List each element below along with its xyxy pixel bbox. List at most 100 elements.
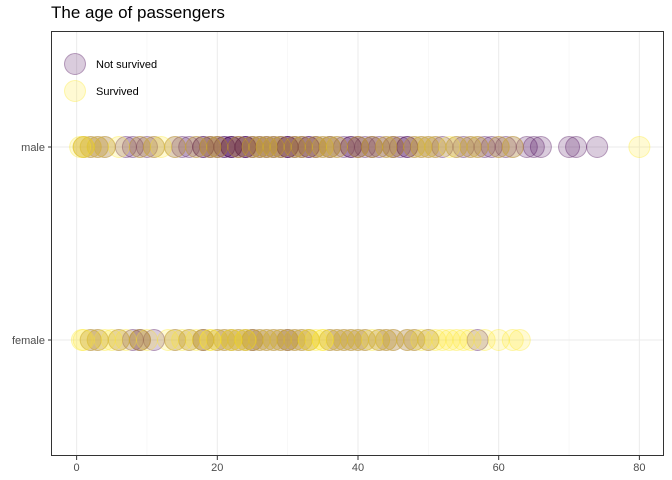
data-point-survived xyxy=(220,329,243,351)
data-point-not-survived xyxy=(227,329,250,351)
data-point-survived xyxy=(79,136,102,158)
data-point-not-survived xyxy=(290,136,313,158)
data-point-not-survived xyxy=(325,329,348,351)
data-point-not-survived xyxy=(241,329,264,351)
data-point-not-survived xyxy=(143,136,165,158)
data-point-not-survived xyxy=(199,136,222,158)
data-point-survived xyxy=(206,329,229,351)
data-point-survived xyxy=(473,329,496,351)
data-point-survived xyxy=(445,136,468,158)
data-point-survived xyxy=(276,329,299,351)
data-point-not-survived xyxy=(565,136,588,158)
data-point-not-survived xyxy=(459,136,482,158)
data-point-not-survived xyxy=(135,136,158,158)
data-point-not-survived xyxy=(269,329,292,351)
data-point-not-survived xyxy=(262,136,285,158)
data-point-survived xyxy=(347,136,369,158)
data-point-not-survived xyxy=(121,136,144,158)
data-point-not-survived xyxy=(452,136,475,158)
data-point-not-survived xyxy=(262,136,285,158)
data-point-not-survived xyxy=(114,136,137,158)
data-point-not-survived xyxy=(213,136,236,158)
data-point-survived xyxy=(347,329,369,351)
data-point-survived xyxy=(438,329,461,351)
data-point-not-survived xyxy=(375,329,398,351)
data-point-survived xyxy=(72,136,95,158)
data-point-not-survived xyxy=(164,136,187,158)
data-point-survived xyxy=(206,136,229,158)
data-point-not-survived xyxy=(403,136,426,158)
data-point-survived xyxy=(262,136,285,158)
data-point-survived xyxy=(382,136,405,158)
data-point-survived xyxy=(452,329,475,351)
data-point-not-survived xyxy=(206,136,229,158)
data-point-not-survived xyxy=(192,136,215,158)
data-point-not-survived xyxy=(318,136,341,158)
data-point-not-survived xyxy=(332,136,355,158)
data-point-not-survived xyxy=(494,136,517,158)
data-point-survived xyxy=(459,329,482,351)
data-point-not-survived xyxy=(213,136,236,158)
data-point-survived xyxy=(199,329,222,351)
data-point-not-survived xyxy=(269,136,292,158)
data-point-not-survived xyxy=(361,136,384,158)
data-point-survived xyxy=(361,329,384,351)
data-point-survived xyxy=(72,136,95,158)
data-point-not-survived xyxy=(558,136,581,158)
data-point-not-survived xyxy=(515,136,538,158)
data-point-not-survived xyxy=(192,136,215,158)
data-point-survived xyxy=(318,329,341,351)
data-point-survived xyxy=(192,329,215,351)
data-point-survived xyxy=(199,329,222,351)
data-point-survived xyxy=(171,329,194,351)
data-point-not-survived xyxy=(283,136,306,158)
data-point-not-survived xyxy=(396,329,419,351)
data-point-survived xyxy=(234,329,257,351)
data-point-survived xyxy=(107,136,130,158)
data-point-not-survived xyxy=(417,136,440,158)
data-point-not-survived xyxy=(354,329,377,351)
data-point-survived xyxy=(487,136,510,158)
data-point-survived xyxy=(375,329,398,351)
legend-label: Not survived xyxy=(96,59,157,71)
data-point-not-survived xyxy=(143,329,165,351)
data-point-not-survived xyxy=(318,136,341,158)
data-point-not-survived xyxy=(480,136,503,158)
data-point-survived xyxy=(128,329,151,351)
data-point-not-survived xyxy=(262,329,285,351)
data-point-survived xyxy=(325,136,348,158)
data-point-survived xyxy=(150,136,173,158)
data-point-not-survived xyxy=(522,136,545,158)
data-point-not-survived xyxy=(164,329,187,351)
data-point-not-survived xyxy=(107,329,130,351)
data-point-survived xyxy=(459,136,482,158)
data-point-not-survived xyxy=(171,136,194,158)
data-point-not-survived xyxy=(192,329,215,351)
data-point-survived xyxy=(227,136,250,158)
data-point-survived xyxy=(199,136,222,158)
data-point-survived xyxy=(72,329,95,351)
data-point-survived xyxy=(100,329,123,351)
data-point-survived xyxy=(339,329,362,351)
data-point-survived xyxy=(325,329,348,351)
chart-title: The age of passengers xyxy=(51,3,225,22)
data-point-not-survived xyxy=(339,329,362,351)
data-point-survived xyxy=(417,329,440,351)
data-point-not-survived xyxy=(93,136,116,158)
data-point-survived xyxy=(297,329,320,351)
data-point-not-survived xyxy=(255,136,278,158)
data-point-not-survived xyxy=(417,329,440,351)
data-point-not-survived xyxy=(304,136,327,158)
data-point-not-survived xyxy=(206,136,229,158)
x-tick-label: 20 xyxy=(211,462,223,474)
data-point-not-survived xyxy=(178,136,201,158)
data-point-not-survived xyxy=(332,329,355,351)
data-point-not-survived xyxy=(269,136,292,158)
legend-label: Survived xyxy=(96,86,139,98)
data-point-survived xyxy=(143,136,165,158)
data-point-survived xyxy=(107,329,130,351)
data-point-survived xyxy=(445,329,468,351)
data-point-not-survived xyxy=(389,136,412,158)
data-point-survived xyxy=(178,329,201,351)
data-point-survived xyxy=(157,329,180,351)
